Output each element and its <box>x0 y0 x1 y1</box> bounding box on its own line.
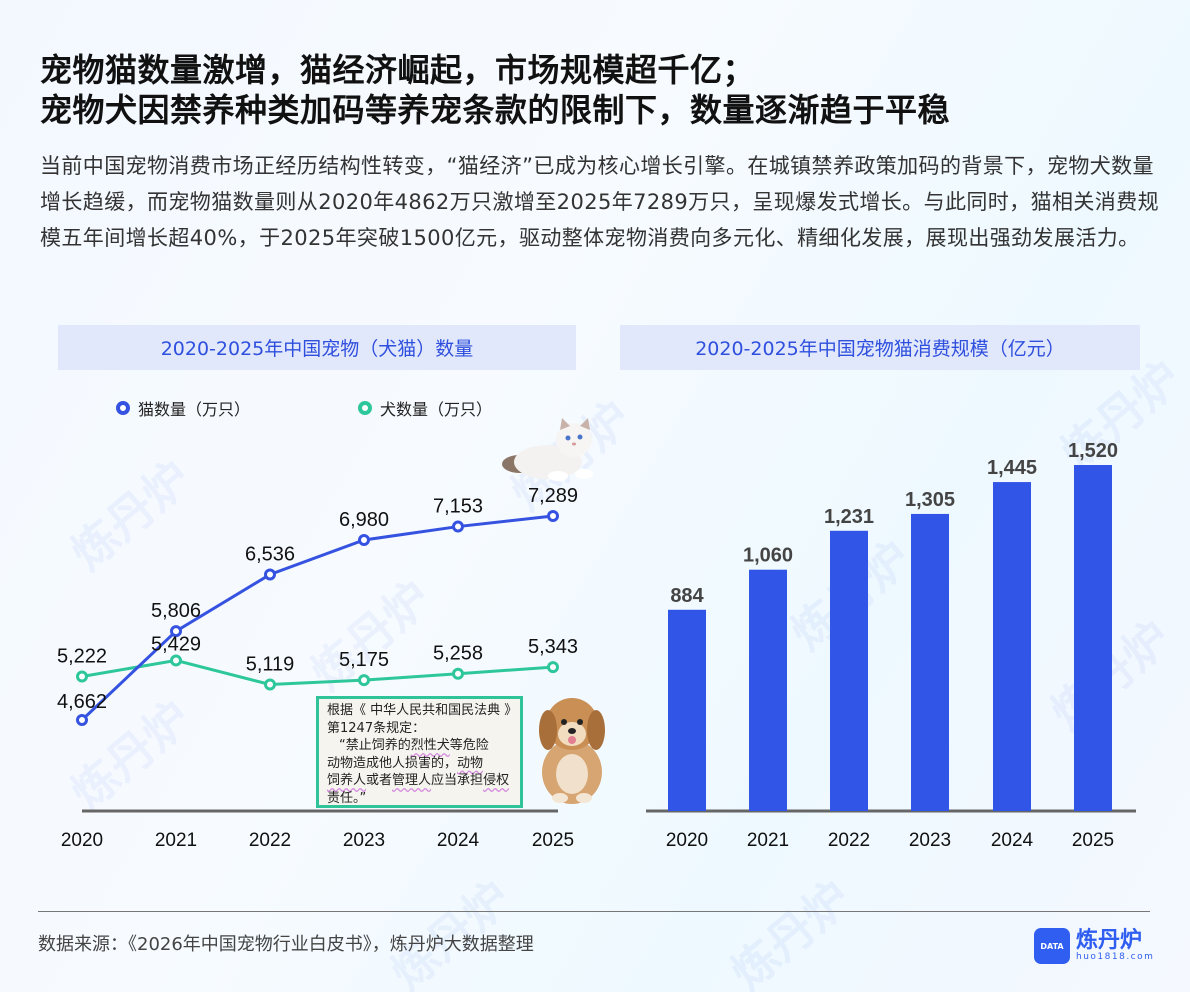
note-line: 责任。” <box>327 790 367 806</box>
note-text: 或者 <box>366 773 393 788</box>
legend-label-dog: 犬数量（万只） <box>380 400 493 419</box>
note-text: 应当承担 <box>431 773 484 788</box>
bar-value-label: 1,060 <box>743 545 793 567</box>
data-label: 7,289 <box>528 485 578 507</box>
data-label: 5,119 <box>246 654 295 676</box>
headline-line-1: 宠物猫数量激增，猫经济崛起，市场规模超千亿； <box>40 51 756 89</box>
brand-name: 炼丹炉 <box>1076 928 1143 953</box>
data-point <box>452 520 464 533</box>
note-line: 根据《 中华人民共和国民法典 》 <box>327 703 518 718</box>
cat-line <box>80 514 554 722</box>
x-tick-label: 2025 <box>532 830 574 851</box>
x-tick-label: 2022 <box>828 830 870 851</box>
bar <box>1074 465 1112 811</box>
data-label: 6,536 <box>245 543 295 565</box>
footer-divider <box>38 911 1150 912</box>
note-line: 第1247条规定： <box>327 720 426 736</box>
bar <box>993 482 1031 811</box>
note-text: 动物造成他人损害的， <box>327 755 458 771</box>
dog-illustration <box>539 698 605 804</box>
data-label: 5,258 <box>433 643 483 665</box>
data-point <box>358 674 370 687</box>
legend-item-dog: 犬数量（万只） <box>358 396 492 420</box>
note-line: 动物造成他人损害的，动物 <box>327 755 512 773</box>
note-text-emphasis: 侵权 <box>483 773 510 788</box>
data-label: 5,175 <box>339 649 389 671</box>
note-text-emphasis: 烈性犬 <box>410 738 450 753</box>
data-point <box>170 654 182 667</box>
data-label: 7,153 <box>433 496 483 518</box>
data-point <box>264 678 276 691</box>
x-tick-label: 2022 <box>249 830 291 851</box>
intro-paragraph: 当前中国宠物消费市场正经历结构性转变，“猫经济”已成为核心增长引擎。在城镇禁养政… <box>40 154 1159 250</box>
x-tick-label: 2024 <box>437 830 480 851</box>
data-source: 数据来源：《2026年中国宠物行业白皮书》，炼丹炉大数据整理 <box>38 934 534 955</box>
bar-value-label: 1,445 <box>987 457 1037 479</box>
x-tick-label: 2020 <box>666 830 708 851</box>
data-point <box>547 510 559 522</box>
legend-label-cat: 猫数量（万只） <box>138 400 251 419</box>
data-point <box>76 670 88 683</box>
bar-value-label: 1,231 <box>824 506 874 528</box>
data-label: 5,429 <box>151 633 201 655</box>
data-point <box>76 714 88 726</box>
dog-line <box>81 658 554 687</box>
dog-series-marker-icon <box>358 401 372 415</box>
brand-logo: DATA 炼丹炉 huo1818.com <box>1034 928 1154 964</box>
note-text-emphasis: 动物 <box>457 755 484 771</box>
x-tick-label: 2023 <box>909 830 951 851</box>
x-tick-label: 2021 <box>747 830 789 851</box>
line-chart-title: 2020-2025年中国宠物（犬猫）数量 <box>58 325 576 370</box>
legend-item-cat: 猫数量（万只） <box>116 396 250 420</box>
data-point <box>358 533 370 546</box>
cat-series-marker-icon <box>116 401 130 415</box>
data-label: 4,662 <box>57 691 107 713</box>
bar <box>668 609 706 811</box>
note-text: “禁止饲养的 <box>339 738 411 753</box>
cat-illustration <box>502 418 593 481</box>
data-point <box>452 667 464 680</box>
x-tick-label: 2025 <box>1072 830 1114 851</box>
bar-chart-title: 2020-2025年中国宠物猫消费规模（亿元） <box>620 325 1140 370</box>
brand-cauldron-icon: DATA <box>1034 928 1070 964</box>
data-point <box>547 661 559 674</box>
data-label: 5,343 <box>528 636 578 658</box>
note-text-emphasis: 管理人 <box>392 773 432 788</box>
civil-code-note: 根据《 中华人民共和国民法典 》 第1247条规定： “禁止饲养的烈性犬等危险 … <box>316 696 523 808</box>
data-point <box>264 568 276 581</box>
bar <box>830 530 868 811</box>
bar-value-label: 1,520 <box>1068 440 1118 462</box>
data-point <box>170 625 182 638</box>
note-line: “禁止饲养的烈性犬等危险 <box>327 737 512 755</box>
x-tick-label: 2023 <box>343 830 385 851</box>
note-text: 等危险 <box>449 738 489 753</box>
note-text-emphasis: 饲养人 <box>327 773 367 788</box>
page-title: 宠物猫数量激增，猫经济崛起，市场规模超千亿； 宠物犬因禁养种类加码等养宠条款的限… <box>40 50 1160 130</box>
data-label: 6,980 <box>339 509 389 531</box>
x-tick-label: 2021 <box>155 830 197 851</box>
x-tick-label: 2020 <box>61 830 103 851</box>
brand-url: huo1818.com <box>1076 952 1155 962</box>
x-tick-label: 2024 <box>991 830 1034 851</box>
bar-value-label: 884 <box>670 585 704 607</box>
note-line: 饲养人或者管理人应当承担侵权 <box>327 772 512 790</box>
data-label: 5,222 <box>57 646 107 668</box>
data-label: 5,806 <box>151 600 201 622</box>
bar <box>911 513 949 811</box>
headline-line-2: 宠物犬因禁养种类加码等养宠条款的限制下，数量逐渐趋于平稳 <box>40 91 951 129</box>
bar-value-label: 1,305 <box>905 489 955 511</box>
bar <box>749 569 787 811</box>
